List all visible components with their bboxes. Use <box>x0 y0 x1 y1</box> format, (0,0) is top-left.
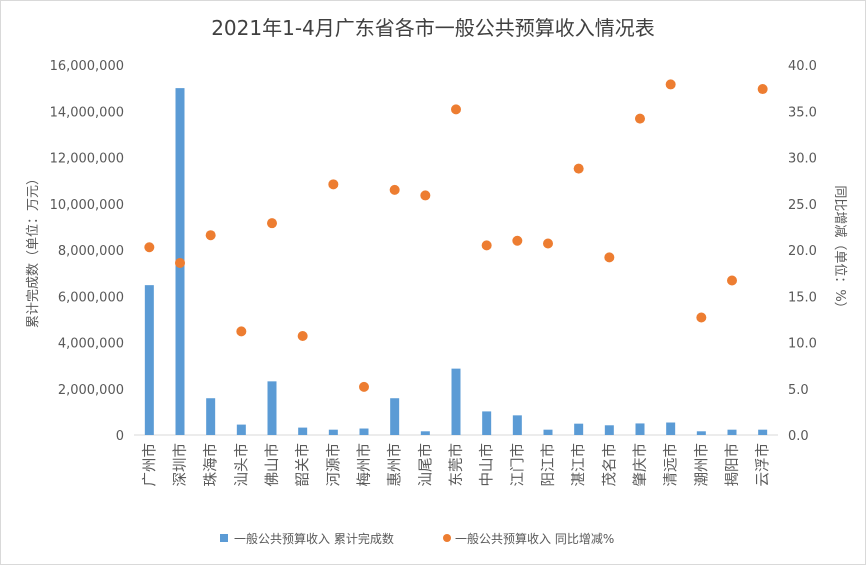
bar <box>236 424 246 435</box>
data-point <box>328 179 339 190</box>
left-tick-label: 6,000,000 <box>58 290 124 305</box>
right-axis-title: 同比增减（单位：%） <box>832 185 847 314</box>
bar <box>390 398 400 435</box>
right-tick-label: 5.0 <box>788 383 809 398</box>
data-point <box>696 312 707 323</box>
left-tick-label: 8,000,000 <box>58 244 124 259</box>
category-labels: 广州市 深圳市 珠海市 汕头市 佛山市 韶关市 河源市 梅州市 惠州市 汕尾市 东莞市 中山市 江门市阳… <box>141 443 771 487</box>
right-tick-label: 0.0 <box>788 429 809 444</box>
left-tick-label: 14,000,000 <box>50 105 124 120</box>
category-label: 江门市 <box>509 443 526 487</box>
data-point <box>420 190 431 201</box>
bar <box>267 381 277 435</box>
category-label: 揭阳市 <box>724 443 741 487</box>
category-label: 茂名市 <box>601 443 618 487</box>
bar <box>298 427 308 435</box>
data-point <box>205 230 216 241</box>
bar <box>328 429 338 435</box>
category-label: 云浮市 <box>755 443 772 487</box>
data-point <box>144 242 155 253</box>
data-point <box>573 163 584 174</box>
category-label: 梅州市 <box>356 443 373 487</box>
data-point <box>604 252 615 263</box>
legend: 一般公共预算收入 累计完成数 一般公共预算收入 同比增减% <box>220 531 614 546</box>
data-point <box>727 275 737 286</box>
data-point <box>359 381 369 392</box>
data-point <box>236 326 247 337</box>
right-tick-label: 40.0 <box>788 59 817 74</box>
bar-series <box>144 88 768 435</box>
bar <box>758 429 768 435</box>
category-label: 佛山市 <box>264 443 281 487</box>
legend-dot-swatch <box>443 534 451 542</box>
data-point <box>481 240 492 251</box>
bar <box>666 422 676 435</box>
data-point <box>635 113 645 124</box>
bar <box>482 411 492 435</box>
data-point <box>389 184 400 195</box>
data-point <box>267 218 277 229</box>
category-label: 潮州市 <box>693 443 710 487</box>
right-tick-label: 25.0 <box>788 198 817 213</box>
category-label: 广州市 <box>141 443 158 487</box>
bar <box>359 428 369 435</box>
bar <box>696 431 706 435</box>
right-tick-label: 30.0 <box>788 152 817 167</box>
category-label: 河源市 <box>325 443 342 487</box>
legend-bar-swatch <box>220 534 228 542</box>
category-label: 惠州市 <box>387 443 404 487</box>
left-tick-label: 16,000,000 <box>50 59 124 74</box>
category-label: 中山市 <box>479 443 496 487</box>
bar <box>727 429 737 435</box>
left-tick-label: 10,000,000 <box>50 198 124 213</box>
right-tick-label: 20.0 <box>788 244 817 259</box>
legend-dot-label: 一般公共预算收入 同比增减% <box>455 531 614 546</box>
right-tick-label: 15.0 <box>788 290 817 305</box>
category-label: 汕尾市 <box>417 443 434 487</box>
bar <box>512 415 522 435</box>
category-label: 韶关市 <box>295 443 312 487</box>
category-label: 珠海市 <box>203 443 220 487</box>
left-axis-title: 累计完成数（单位：万元） <box>26 172 41 328</box>
dot-series <box>144 79 768 392</box>
bar <box>635 423 645 435</box>
data-point <box>665 79 676 90</box>
left-tick-label: 4,000,000 <box>58 337 124 352</box>
bar <box>574 423 584 435</box>
data-point <box>512 235 523 246</box>
data-point <box>757 84 768 95</box>
left-tick-label: 2,000,000 <box>58 383 124 398</box>
category-label: 汕头市 <box>233 443 250 487</box>
bar <box>451 368 461 435</box>
data-point <box>543 238 553 249</box>
left-tick-label: 0 <box>116 429 124 444</box>
data-point <box>451 104 461 115</box>
bar <box>420 431 430 435</box>
bar <box>144 285 154 435</box>
category-label: 清远市 <box>663 443 680 487</box>
data-point <box>297 331 308 342</box>
category-label: 深圳市 <box>172 443 189 487</box>
right-tick-label: 10.0 <box>788 337 817 352</box>
legend-bar-label: 一般公共预算收入 累计完成数 <box>234 531 394 546</box>
right-tick-label: 35.0 <box>788 105 817 120</box>
category-label: 肇庆市 <box>632 443 649 487</box>
bar <box>604 425 614 435</box>
bar <box>543 429 553 435</box>
category-label: 湛江市 <box>571 443 588 487</box>
data-point <box>175 257 185 268</box>
bar <box>206 398 216 435</box>
left-axis-ticks: 0 2,000,000 4,000,000 6,000,000 8,000,000 10,… <box>50 59 124 444</box>
right-axis-ticks: 0.0 5.0 10.0 15.0 20.0 25.0 30.0 35.0 40.0 <box>788 59 817 444</box>
chart-title: 2021年1-4月广东省各市一般公共预算收入情况表 <box>211 16 655 40</box>
left-tick-label: 12,000,000 <box>50 152 124 167</box>
category-label: 阳江市 <box>540 443 557 487</box>
category-label: 东莞市 <box>448 443 465 487</box>
